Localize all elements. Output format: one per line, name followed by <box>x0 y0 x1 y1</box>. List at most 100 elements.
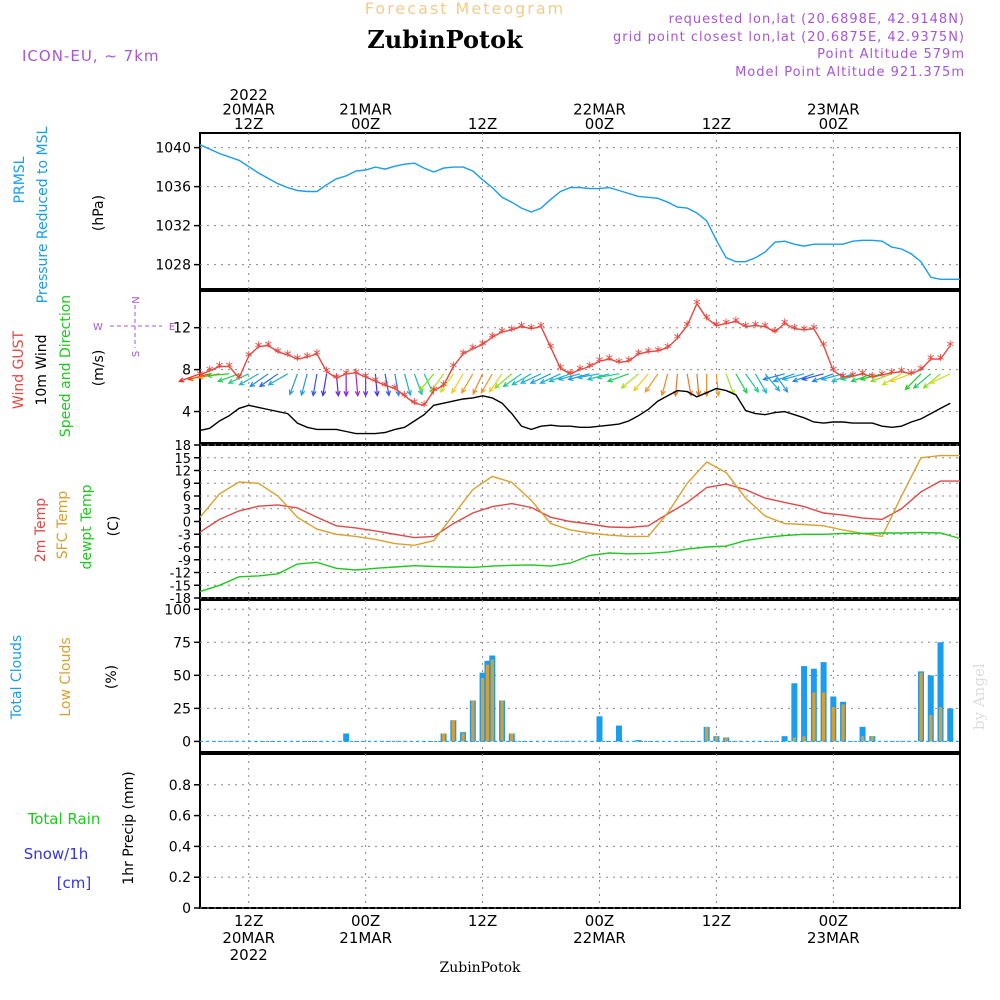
arrow-head <box>586 375 594 382</box>
arrow-head <box>889 377 896 383</box>
arrow-head <box>742 387 748 395</box>
arrow-head <box>801 375 808 382</box>
arrow-head <box>772 377 779 383</box>
arrow-shaft <box>413 373 423 395</box>
arrow-shaft <box>419 373 435 392</box>
arrow-shaft <box>715 373 719 396</box>
arrow-shaft <box>268 373 288 386</box>
gust-marker: * <box>459 346 467 364</box>
gust-marker: * <box>469 341 477 359</box>
arrow-shaft <box>686 373 692 396</box>
arrow-shaft <box>851 373 873 382</box>
arrow-shaft <box>494 373 513 389</box>
wind-direction-arrow <box>343 373 349 398</box>
gust-marker: * <box>518 319 526 337</box>
low-clouds-bar <box>480 677 485 742</box>
arrow-shaft <box>249 373 269 387</box>
time-label-line: 22MAR <box>573 101 626 119</box>
gust-marker: * <box>752 318 760 336</box>
gust-marker: * <box>596 353 604 371</box>
top-time-label: 12Z <box>702 115 731 133</box>
arrow-shaft <box>782 373 805 381</box>
arrow-head <box>374 390 380 398</box>
y-tick-label: 75 <box>173 635 191 651</box>
gust-marker: * <box>479 336 487 354</box>
gust-marker: * <box>498 324 506 342</box>
pressure-label-name: PRMSL <box>12 156 28 203</box>
arrow-shaft <box>300 373 308 396</box>
total-clouds-bar <box>781 736 788 742</box>
wind-unit-label: (m/s) <box>91 350 107 387</box>
arrow-shaft <box>520 373 542 384</box>
gust-marker: * <box>947 338 955 356</box>
arrow-shaft <box>725 373 735 395</box>
gust-marker: * <box>216 358 224 376</box>
gust-marker: * <box>722 315 730 333</box>
wind-direction-arrow <box>418 373 435 392</box>
gust-marker: * <box>284 347 292 365</box>
arrow-shaft <box>764 373 780 392</box>
top-time-label: 12Z <box>468 115 497 133</box>
arrow-shaft <box>239 373 259 386</box>
gust-marker: * <box>303 349 311 367</box>
gust-marker: * <box>430 383 438 401</box>
gust-marker: * <box>391 380 399 398</box>
location-title: ZubinPotok <box>367 25 524 54</box>
time-label-line: 12Z <box>702 912 731 930</box>
arrow-head <box>418 385 425 392</box>
arrow-head <box>881 380 888 386</box>
arrow-shaft <box>905 373 922 390</box>
arrow-shaft <box>773 373 795 382</box>
y-tick-label: 0.4 <box>169 839 191 855</box>
arrow-shaft <box>259 373 279 387</box>
wind-direction-arrow <box>781 373 805 382</box>
arrow-head <box>258 381 265 388</box>
arrow-head <box>493 383 500 389</box>
wind-direction-arrow <box>869 373 893 383</box>
gust-marker: * <box>654 343 662 361</box>
gust-marker: * <box>333 370 341 388</box>
total-clouds-bar <box>791 683 798 742</box>
time-label-line: 2022 <box>230 86 268 104</box>
arrow-shaft <box>607 373 629 382</box>
compass-east: E <box>169 322 175 333</box>
y-tick-label: 15 <box>174 452 191 467</box>
gust-marker: * <box>381 377 389 395</box>
time-label-line: 21MAR <box>339 101 392 119</box>
wind-direction-arrow <box>644 373 659 393</box>
arrow-head <box>576 374 583 380</box>
panel-labels: PRMSL Pressure Reduced to MSL (hPa) Wind GU… <box>9 126 175 892</box>
wind-speed-dir-label: Speed and Direction <box>58 295 74 437</box>
arrow-head <box>178 377 185 383</box>
bottom-time-label: 12Z <box>702 912 731 930</box>
arrow-head <box>548 377 555 383</box>
arrow-head <box>595 374 603 380</box>
arrow-shaft <box>394 373 400 396</box>
y-tick-label: 18 <box>174 439 191 454</box>
wind-direction-arrow <box>929 373 951 384</box>
arrow-shaft <box>549 373 571 382</box>
low-clouds-bar <box>724 737 728 742</box>
y-tick-label: -6 <box>178 541 191 556</box>
wind-direction-arrow <box>811 373 834 383</box>
total-clouds-bar <box>801 666 808 742</box>
wind-direction-arrow <box>557 373 581 382</box>
requested-coords: requested lon,lat (20.6898E, 42.9148N) <box>669 12 965 27</box>
wind-direction-arrow <box>754 373 768 395</box>
wind-direction-arrow <box>178 373 201 383</box>
gust-marker: * <box>693 296 701 314</box>
point-altitude: Point Altitude 579m <box>817 47 965 62</box>
y-tick-label: 1032 <box>155 219 191 235</box>
y-tick-label: -3 <box>178 528 191 543</box>
total-clouds-bar <box>343 733 350 742</box>
arrow-head <box>227 378 234 384</box>
arrow-shaft <box>384 373 390 396</box>
low-clouds-bar <box>510 733 514 742</box>
wind-direction-arrow <box>384 373 391 397</box>
meteogram-title: Forecast Meteogram <box>365 0 565 18</box>
wind-direction-arrow <box>480 373 493 395</box>
low-clouds-bar <box>929 714 933 742</box>
wind-direction-arrow <box>519 373 542 384</box>
y-tick-label: 50 <box>173 668 191 684</box>
time-label-line: 20MAR <box>222 101 275 119</box>
